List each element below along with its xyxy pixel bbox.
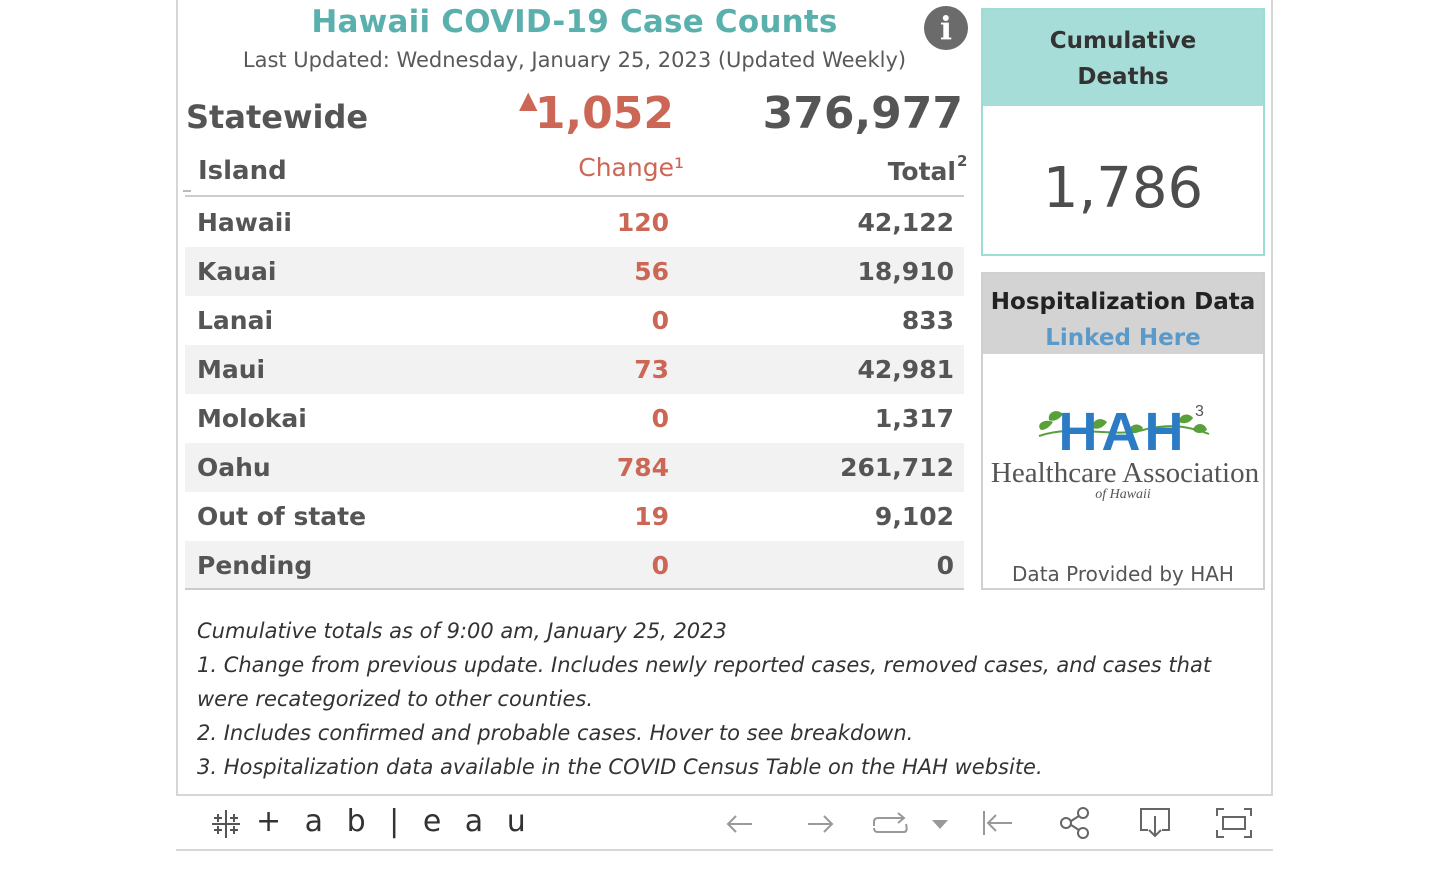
- statewide-total-value[interactable]: 376,977: [762, 88, 963, 139]
- island-name: Lanai: [197, 306, 274, 335]
- island-total: 1,317: [874, 404, 954, 433]
- table-row[interactable]: Molokai 0 1,317: [185, 394, 964, 443]
- island-change: 56: [634, 257, 669, 286]
- table-row[interactable]: Hawaii 120 42,122: [185, 198, 964, 247]
- table-row[interactable]: Oahu 784 261,712: [185, 443, 964, 492]
- revert-dropdown-icon[interactable]: [930, 818, 950, 830]
- revert-icon[interactable]: [870, 810, 910, 838]
- trend-up-arrow-icon: ▲: [519, 86, 538, 114]
- island-change: 784: [616, 453, 669, 482]
- footnote-line: Cumulative totals as of 9:00 am, January…: [197, 619, 727, 643]
- island-change: 73: [634, 355, 669, 384]
- hah-logo-name: Healthcare Association: [991, 457, 1260, 489]
- last-updated-text: Last Updated: Wednesday, January 25, 202…: [242, 48, 907, 72]
- island-change: 0: [651, 306, 669, 335]
- island-name: Molokai: [197, 404, 307, 433]
- island-name: Out of state: [197, 502, 367, 531]
- column-header-change: Change¹: [578, 153, 684, 182]
- table-row[interactable]: Pending 0 0: [185, 541, 964, 590]
- island-change: 120: [616, 208, 669, 237]
- column-sort-handle[interactable]: [183, 190, 191, 192]
- tableau-logo-icon[interactable]: [208, 806, 244, 842]
- island-change: 0: [651, 404, 669, 433]
- island-total: 261,712: [840, 453, 954, 482]
- deaths-title-line1: Cumulative: [1049, 28, 1197, 54]
- hospitalization-link[interactable]: Linked Here: [1045, 325, 1201, 351]
- island-total: 42,981: [857, 355, 954, 384]
- column-header-total-footnote: 2: [957, 152, 968, 170]
- footnotes: Cumulative totals as of 9:00 am, January…: [197, 614, 1257, 784]
- statewide-label: Statewide: [186, 98, 369, 136]
- header-divider: [185, 195, 964, 197]
- vine-leaves-icon: [1038, 411, 1210, 437]
- redo-icon[interactable]: [804, 810, 836, 838]
- hah-logo-letters: HAH: [1059, 402, 1188, 462]
- island-name: Pending: [197, 551, 313, 580]
- dashboard-frame: [176, 0, 1273, 796]
- island-total: 42,122: [857, 208, 954, 237]
- island-change: 0: [651, 551, 669, 580]
- hah-logo[interactable]: HAH 3 Healthcare Association of Hawaii: [983, 394, 1263, 514]
- island-total: 9,102: [874, 502, 954, 531]
- dashboard-title: Hawaii COVID-19 Case Counts: [311, 4, 838, 40]
- hospitalization-card: Hospitalization Data Linked Here HAH 3 H…: [981, 272, 1265, 590]
- island-total: 833: [901, 306, 954, 335]
- table-row[interactable]: Maui 73 42,981: [185, 345, 964, 394]
- table-bottom-divider: [185, 588, 964, 590]
- island-name: Hawaii: [197, 208, 292, 237]
- island-name: Kauai: [197, 257, 277, 286]
- share-icon[interactable]: [1058, 806, 1092, 840]
- island-total: 0: [936, 551, 954, 580]
- island-table: Hawaii 120 42,122 Kauai 56 18,910 Lanai …: [185, 198, 964, 590]
- info-icon[interactable]: i: [924, 6, 968, 50]
- hospitalization-header: Hospitalization Data Linked Here: [983, 274, 1263, 354]
- hah-logo-subname: of Hawaii: [1095, 487, 1151, 502]
- table-row[interactable]: Out of state 19 9,102: [185, 492, 964, 541]
- cumulative-deaths-card: Cumulative Deaths 1,786: [981, 8, 1265, 256]
- column-header-island: Island: [198, 156, 287, 186]
- download-icon[interactable]: [1138, 806, 1172, 840]
- island-name: Maui: [197, 355, 266, 384]
- island-change: 19: [634, 502, 669, 531]
- statewide-change-value[interactable]: 1,052: [534, 88, 674, 139]
- cumulative-deaths-value[interactable]: 1,786: [1042, 156, 1204, 221]
- tableau-toolbar: [176, 798, 1273, 851]
- footnote-line: 1. Change from previous update. Includes…: [197, 653, 1212, 711]
- column-header-total: Total: [887, 157, 956, 186]
- table-row[interactable]: Kauai 56 18,910: [185, 247, 964, 296]
- hospitalization-title: Hospitalization Data: [990, 289, 1256, 315]
- tableau-wordmark[interactable]: + a b | e a u: [256, 804, 533, 839]
- table-row[interactable]: Lanai 0 833: [185, 296, 964, 345]
- footnote-line: 2. Includes confirmed and probable cases…: [197, 721, 914, 745]
- deaths-title-line2: Deaths: [1077, 64, 1169, 90]
- footnote-line: 3. Hospitalization data available in the…: [197, 755, 1043, 779]
- island-total: 18,910: [857, 257, 954, 286]
- fullscreen-icon[interactable]: [1214, 806, 1254, 840]
- island-name: Oahu: [197, 453, 271, 482]
- hah-logo-superscript: 3: [1195, 403, 1204, 420]
- undo-icon[interactable]: [724, 810, 756, 838]
- data-provided-by-text: Data Provided by HAH: [1012, 562, 1234, 586]
- cumulative-deaths-header: Cumulative Deaths: [983, 10, 1263, 106]
- reset-icon[interactable]: [980, 808, 1014, 838]
